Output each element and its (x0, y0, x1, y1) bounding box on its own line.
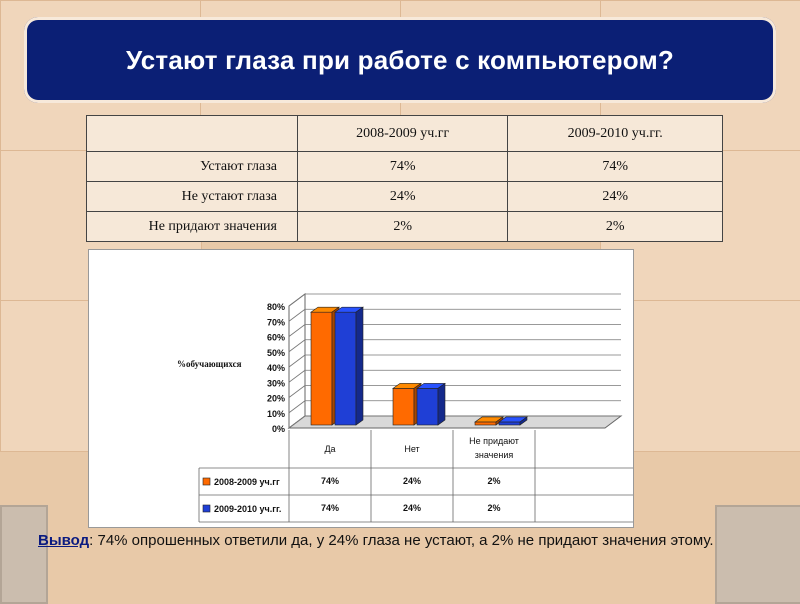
y-tick-label: 30% (267, 378, 285, 388)
table-header-cell: 2008-2009 уч.гг (296, 115, 509, 152)
bar-side (355, 306, 364, 426)
conclusion: Вывод: 74% опрошенных ответили да, у 24%… (38, 530, 794, 551)
conclusion-text: : 74% опрошенных ответили да, у 24% глаз… (89, 532, 714, 549)
bar (498, 421, 521, 426)
table-header-row: 2008-2009 уч.гг 2009-2010 уч.гг. (86, 115, 723, 152)
y-tick-label: 50% (267, 348, 285, 358)
bar (334, 311, 357, 426)
data-label: 74% (321, 476, 339, 486)
legend-label: 2009-2010 уч.гг. (214, 504, 281, 514)
y-tick-label: 10% (267, 409, 285, 419)
table-row: Не устают глаза 24% 24% (86, 181, 723, 212)
gridline-diagonal (288, 308, 306, 322)
table-cell: 74% (296, 151, 509, 182)
y-tick-label: 40% (267, 363, 285, 373)
table-cell: 24% (296, 181, 509, 212)
y-tick-label: 70% (267, 317, 285, 327)
page-title: Устают глаза при работе с компьютером? (126, 44, 674, 75)
monitor-decoration (715, 505, 800, 604)
gridline-diagonal (288, 354, 306, 368)
monitor-decoration (0, 505, 48, 604)
data-label: 24% (403, 503, 421, 513)
table-cell: 24% (507, 181, 723, 212)
table-header-cell: 2009-2010 уч.гг. (507, 115, 723, 152)
table-header-cell (86, 115, 298, 152)
table-row: Не придают значения 2% 2% (86, 211, 723, 242)
x-tick-label: значения (475, 450, 514, 460)
x-tick-label: Да (324, 444, 335, 454)
table-cell: 2% (507, 211, 723, 242)
legend-swatch (202, 477, 211, 486)
data-table: 2008-2009 уч.гг 2009-2010 уч.гг. Устают … (86, 115, 723, 242)
bar (310, 311, 333, 426)
bar (392, 388, 415, 426)
gridline-diagonal (288, 385, 306, 398)
table-cell: Устают глаза (86, 151, 298, 182)
bar-side (437, 382, 446, 426)
conclusion-lead: Вывод (38, 532, 90, 549)
x-tick-label: Нет (404, 444, 419, 454)
legend-label: 2008-2009 уч.гг (214, 477, 280, 487)
y-tick-label: 80% (267, 302, 285, 312)
table-cell: 2% (296, 211, 509, 242)
bar-side (519, 416, 528, 426)
chart-svg: 0% 10% 20% 30% 40% 50% 60% 70% 80% %обучающихся Да… (177, 293, 633, 523)
gridline-diagonal (288, 293, 306, 307)
data-label: 2% (487, 476, 500, 486)
table-row: Устают глаза 74% 74% (86, 151, 723, 182)
y-tick-label: 0% (272, 424, 285, 434)
bar (416, 388, 439, 426)
bar-chart: 0% 10% 20% 30% 40% 50% 60% 70% 80% %обучающихся Да… (88, 249, 634, 528)
legend-swatch (202, 504, 211, 513)
y-tick-label: 20% (267, 394, 285, 404)
gridline-diagonal (288, 339, 306, 353)
gridline-diagonal (288, 324, 306, 337)
x-tick-label: Не придают (469, 436, 519, 446)
title-banner: Устают глаза при работе с компьютером? (24, 17, 776, 103)
bar (474, 421, 497, 426)
data-label: 24% (403, 476, 421, 486)
data-label: 2% (487, 503, 500, 513)
data-label: 74% (321, 503, 339, 513)
table-cell: Не устают глаза (86, 181, 298, 212)
gridline-diagonal (288, 415, 306, 429)
gridline-diagonal (288, 400, 306, 414)
y-axis-label: %обучающихся (177, 359, 242, 369)
table-cell: Не придают значения (86, 211, 298, 242)
table-cell: 74% (507, 151, 723, 182)
y-tick-label: 60% (267, 333, 285, 343)
gridline-diagonal (288, 369, 306, 383)
